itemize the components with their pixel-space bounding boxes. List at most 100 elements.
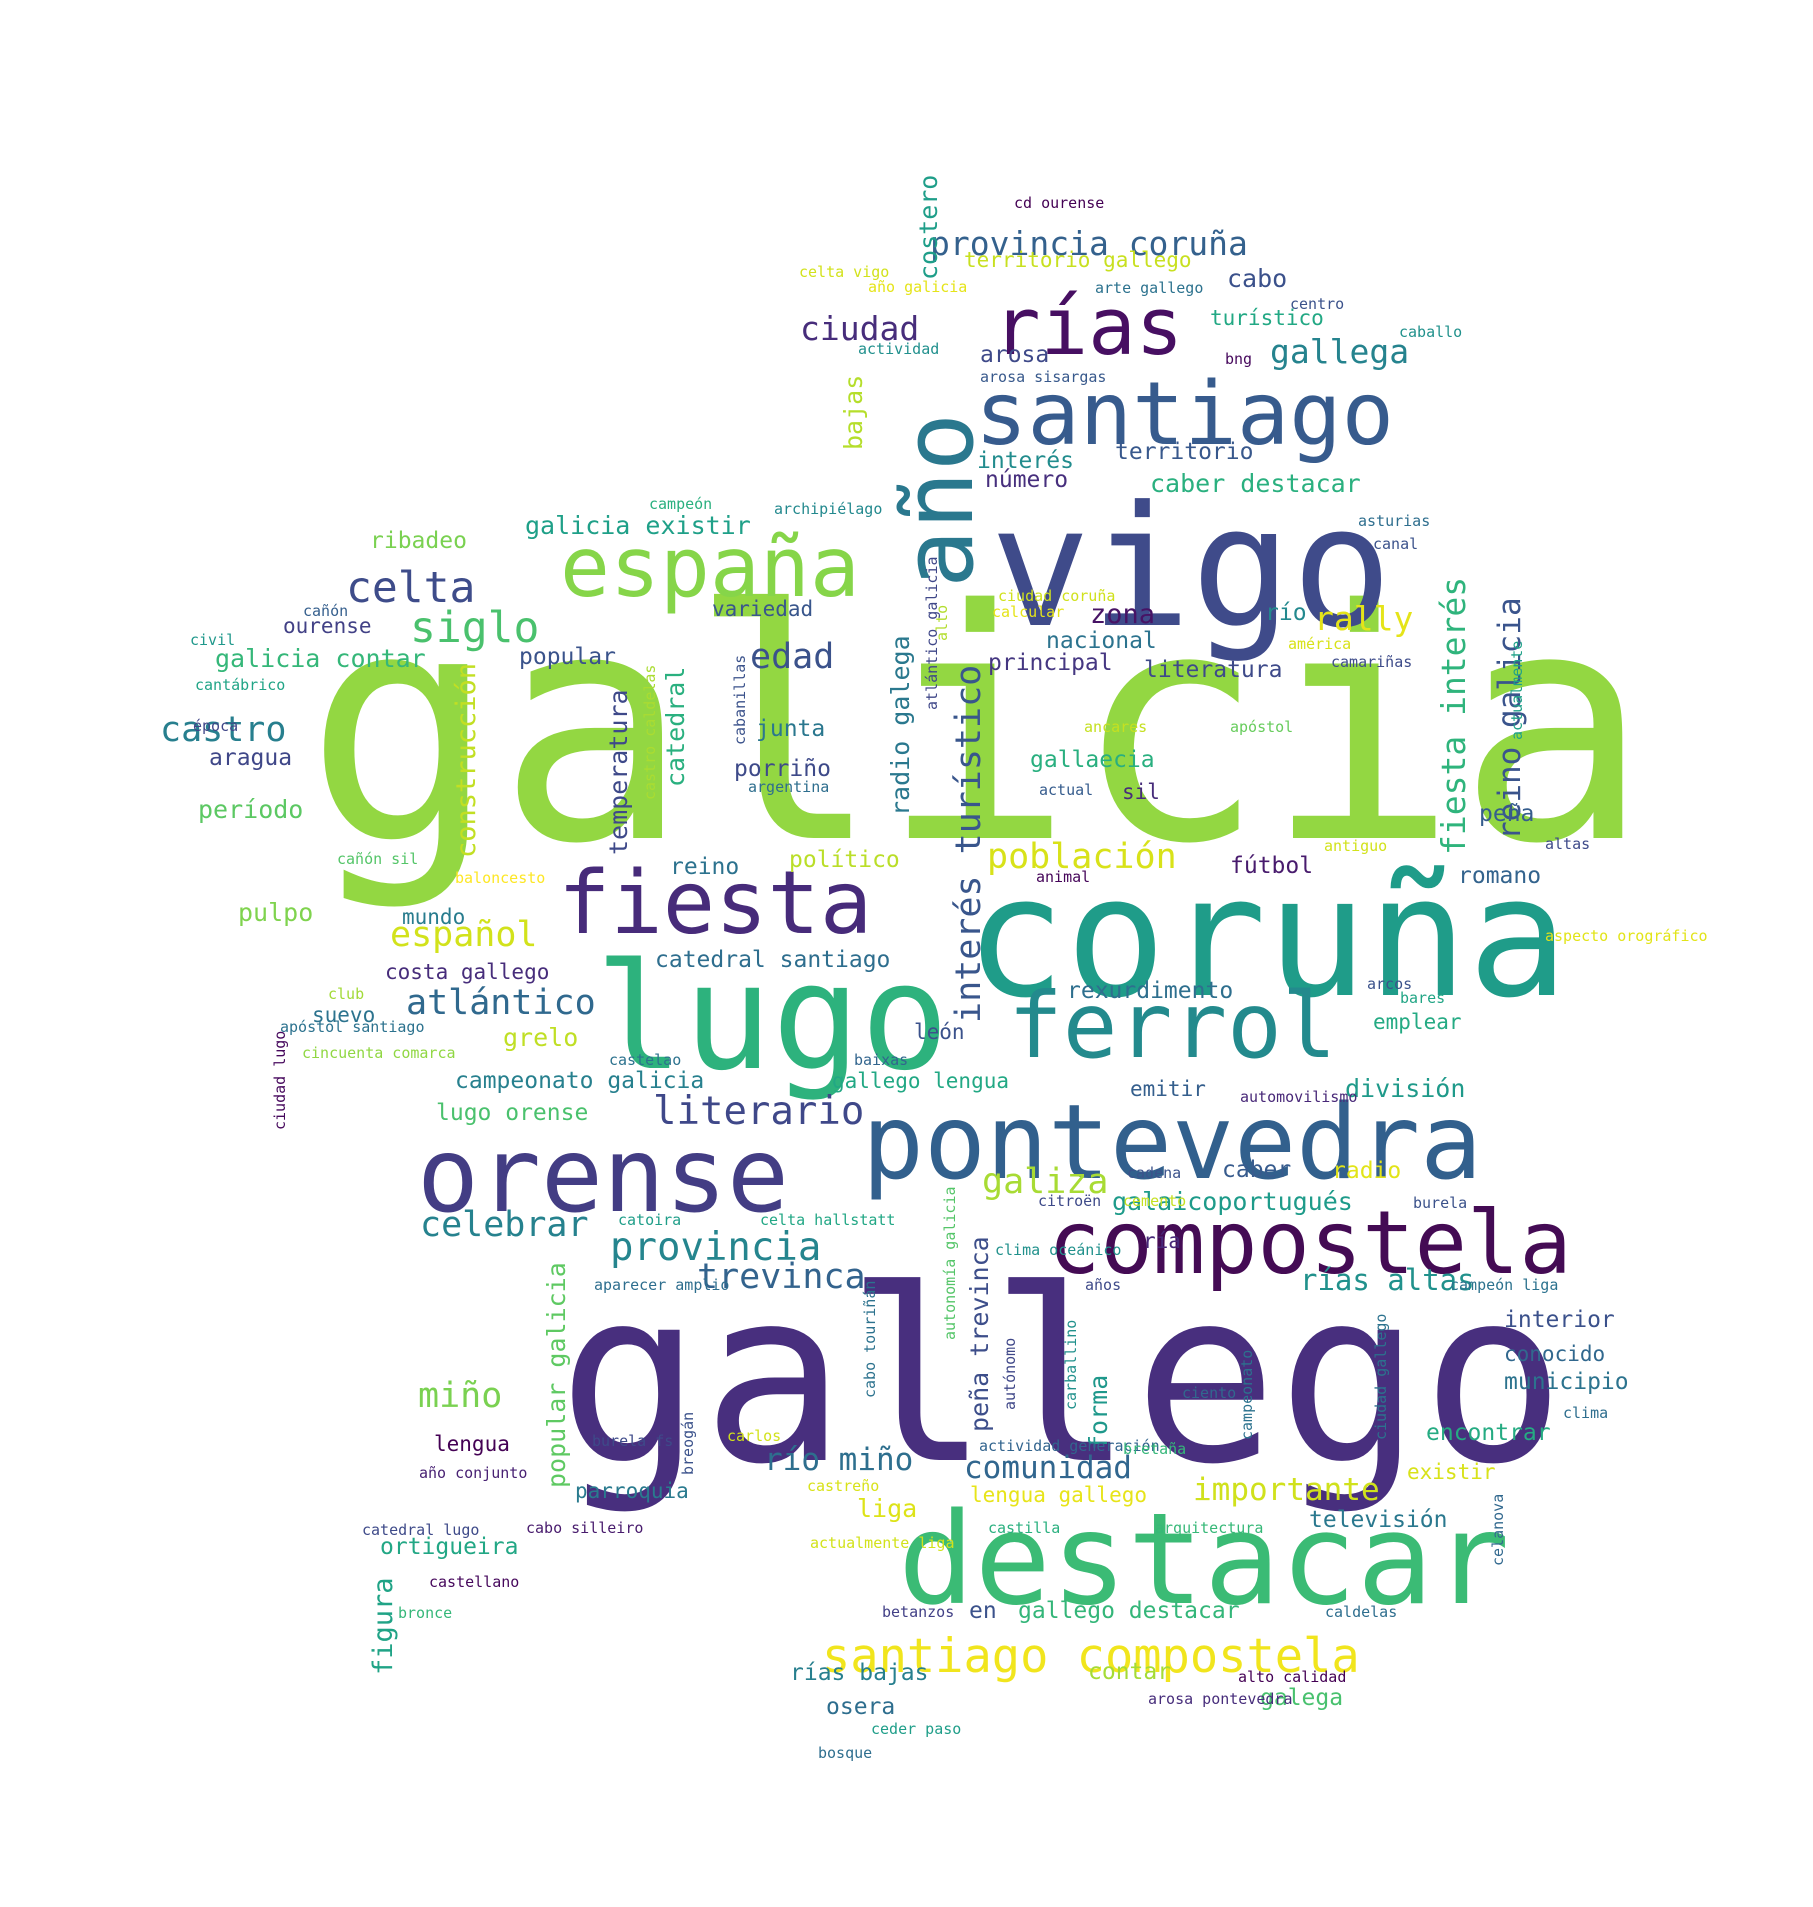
- word-castellano: castellano: [429, 1573, 519, 1591]
- word-castro-caldelas: castro caldelas: [641, 665, 659, 800]
- word-autonomía-galicia: autonomía galicia: [941, 1186, 959, 1340]
- word-miño: miño: [418, 1376, 502, 1416]
- word-destacar: destacar: [898, 1485, 1510, 1633]
- word-alto-calidad: alto calidad: [1238, 1668, 1346, 1686]
- word-cadena: cadena: [1127, 1164, 1181, 1182]
- word-ribadeo: ribadeo: [370, 528, 467, 554]
- word-betanzos: betanzos: [882, 1603, 954, 1621]
- word-territorio-gallego: territorio gallego: [964, 248, 1192, 272]
- word-atlántico: atlántico: [406, 983, 596, 1023]
- word-forma: forma: [1084, 1375, 1113, 1450]
- word-turístico: turístico: [1210, 306, 1324, 330]
- word-carlos: carlos: [727, 1427, 781, 1445]
- word-celta-hallstatt: celta hallstatt: [760, 1211, 895, 1229]
- word-junta: junta: [756, 716, 825, 742]
- word-pulpo: pulpo: [238, 898, 313, 927]
- word-apóstol: apóstol: [1230, 718, 1293, 736]
- word-español: español: [390, 915, 538, 955]
- word-fútbol: fútbol: [1230, 853, 1313, 879]
- word-argentina: argentina: [748, 778, 829, 796]
- word-período: período: [198, 795, 303, 824]
- word-américa: américa: [1288, 635, 1351, 653]
- word-celebrar: celebrar: [420, 1205, 589, 1245]
- word-bretaña: bretaña: [1123, 1440, 1186, 1458]
- word-santiago: santiago: [975, 363, 1394, 465]
- word-variedad: variedad: [712, 597, 813, 621]
- word-ancares: ancares: [1084, 718, 1147, 736]
- word-actualmente: actualmente: [1508, 641, 1526, 740]
- word-galicia-contar: galicia contar: [215, 644, 426, 673]
- word-galiza: galiza: [982, 1162, 1108, 1202]
- word-literario: literario: [653, 1089, 864, 1134]
- word-río-miño: río miño: [764, 1442, 913, 1478]
- word-parroquia: parroquia: [575, 1479, 689, 1503]
- word-actividad: actividad: [858, 340, 939, 358]
- word-peña-trevinca: peña trevinca: [965, 1236, 994, 1432]
- word-grelo: grelo: [503, 1023, 578, 1052]
- word-año-galicia: año galicia: [868, 278, 967, 296]
- word-bajas: bajas: [839, 375, 868, 450]
- word-gallega: gallega: [1270, 332, 1409, 371]
- word-arcos: arcos: [1367, 975, 1412, 993]
- word-fiesta-interés: fiesta interés: [1434, 577, 1473, 855]
- word-cañón-sil: cañón sil: [337, 850, 418, 868]
- word-reino: reino: [670, 854, 739, 880]
- word-político: político: [789, 847, 900, 873]
- word-autónomo: autónomo: [1001, 1338, 1019, 1410]
- word-encontrar: encontrar: [1426, 1420, 1551, 1446]
- word-edad: edad: [750, 637, 834, 677]
- word-bares: bares: [1400, 989, 1445, 1007]
- word-arte-gallego: arte gallego: [1095, 279, 1203, 297]
- word-cabanillas: cabanillas: [731, 655, 749, 745]
- word-clima-oceánico: clima oceánico: [995, 1241, 1121, 1259]
- word-galicia: galicia: [305, 543, 1649, 914]
- word-número: número: [985, 467, 1068, 493]
- word-gallaecia: gallaecia: [1030, 747, 1155, 773]
- word-cd-ourense: cd ourense: [1014, 194, 1104, 212]
- word-centro: centro: [1290, 295, 1344, 313]
- word-provincia-coruña: provincia coruña: [930, 224, 1248, 263]
- word-costero: costero: [914, 175, 943, 280]
- word-catedral-santiago: catedral santiago: [655, 947, 890, 973]
- word-emitir: emitir: [1130, 1077, 1206, 1101]
- word-reino-galicia: reino galicia: [1492, 597, 1528, 840]
- word-importante: importante: [1193, 1472, 1380, 1508]
- word-compostela: compostela: [1048, 1192, 1572, 1294]
- word-asturias: asturias: [1358, 512, 1430, 530]
- word-caber: caber: [1222, 1157, 1291, 1183]
- word-bosque: bosque: [818, 1744, 872, 1762]
- word-nacional: nacional: [1046, 628, 1157, 654]
- word-ourense: ourense: [283, 614, 372, 638]
- word-camariñas: camariñas: [1331, 653, 1412, 671]
- word-sil: sil: [1122, 780, 1160, 804]
- word-arosa-pontevedra: arosa pontevedra: [1148, 1690, 1293, 1708]
- word-ría: ría: [1143, 1229, 1181, 1253]
- word-costa-gallego: costa gallego: [385, 960, 549, 984]
- word-altas: altas: [1545, 835, 1590, 853]
- word-comunidad: comunidad: [964, 1450, 1132, 1486]
- word-campeonato-galicia: campeonato galicia: [455, 1068, 704, 1094]
- word-provincia: provincia: [610, 1225, 821, 1270]
- word-catoira: catoira: [618, 1211, 681, 1229]
- word-interés-turístico: interés turístico: [949, 665, 989, 1023]
- word-popular: popular: [519, 644, 616, 670]
- word-rías-bajas: rías bajas: [790, 1660, 928, 1686]
- word-catedral-lugo: catedral lugo: [362, 1521, 479, 1539]
- word-trevinca: trevinca: [697, 1257, 866, 1297]
- word-rías-altas: rías altas: [1300, 1263, 1475, 1297]
- word-mundo: mundo: [402, 905, 465, 929]
- word-santiago-compostela: santiago compostela: [822, 1629, 1360, 1684]
- word-celta-vigo: celta vigo: [799, 263, 889, 281]
- word-caldelas: caldelas: [1325, 1603, 1397, 1621]
- word-orense: orense: [417, 1116, 789, 1236]
- word-cemento: cemento: [1123, 1192, 1186, 1210]
- word-calcular: calcular: [992, 603, 1064, 621]
- word-radio: radio: [1332, 1158, 1401, 1184]
- word-campeonato: campeonato: [1238, 1350, 1256, 1440]
- word-ciento: ciento: [1182, 1384, 1236, 1402]
- word-celanova: celanova: [1489, 1494, 1507, 1566]
- word-burela: burela: [1413, 1194, 1467, 1212]
- word-breogán: breogán: [679, 1412, 697, 1475]
- word-citroën: citroën: [1038, 1192, 1101, 1210]
- word-club: club: [328, 985, 364, 1003]
